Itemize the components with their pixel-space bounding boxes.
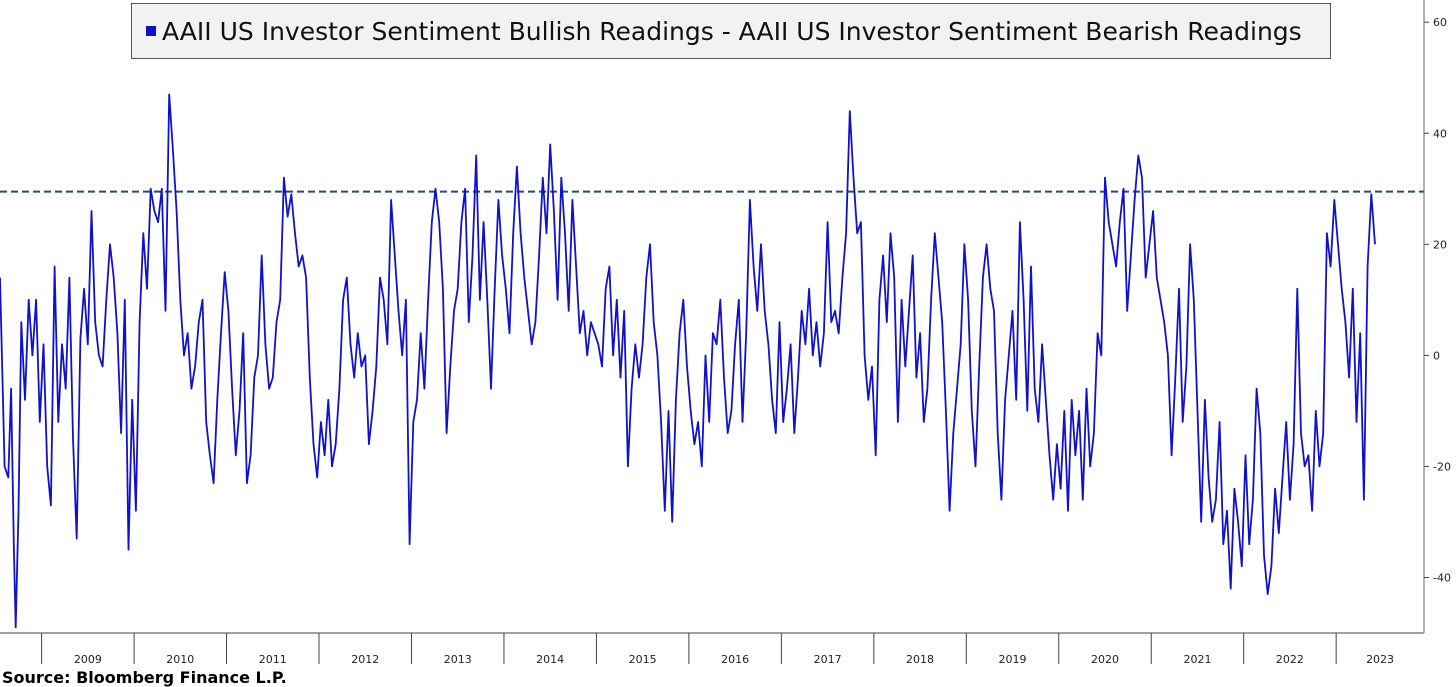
y-tick-label: 20: [1433, 238, 1447, 251]
y-tick-label: 60: [1433, 16, 1447, 29]
x-tick-label: 2015: [629, 653, 657, 666]
x-tick-label: 2022: [1276, 653, 1304, 666]
x-tick-label: 2020: [1091, 653, 1119, 666]
x-tick-label: 2018: [906, 653, 934, 666]
x-tick-label: 2021: [1183, 653, 1211, 666]
y-tick-label: 0: [1433, 349, 1440, 362]
x-tick-label: 2014: [536, 653, 564, 666]
x-tick-label: 2009: [74, 653, 102, 666]
source-note: Source: Bloomberg Finance L.P.: [2, 668, 287, 687]
series-line: [0, 93, 1376, 629]
x-tick-label: 2011: [259, 653, 287, 666]
x-tick-label: 2017: [814, 653, 842, 666]
x-axis: 2009 2010 2011 2012 2013 2014 2015 2016 2017 2018…: [0, 632, 1424, 666]
y-tick-label: -20: [1433, 460, 1451, 473]
legend: AAII US Investor Sentiment Bullish Readi…: [131, 3, 1331, 59]
y-tick-label: -40: [1433, 571, 1451, 584]
y-axis: 60 40 20 0 -20 -40: [1423, 0, 1451, 633]
series-layer: [0, 93, 1376, 629]
legend-swatch: [146, 26, 156, 36]
x-tick-label: 2019: [999, 653, 1027, 666]
x-tick-label: 2013: [444, 653, 472, 666]
x-tick-label: 2012: [351, 653, 379, 666]
legend-label: AAII US Investor Sentiment Bullish Readi…: [162, 16, 1302, 46]
x-tick-label: 2016: [721, 653, 749, 666]
x-tick-label: 2023: [1366, 653, 1394, 666]
x-tick-label: 2010: [166, 653, 194, 666]
y-tick-label: 40: [1433, 127, 1447, 140]
